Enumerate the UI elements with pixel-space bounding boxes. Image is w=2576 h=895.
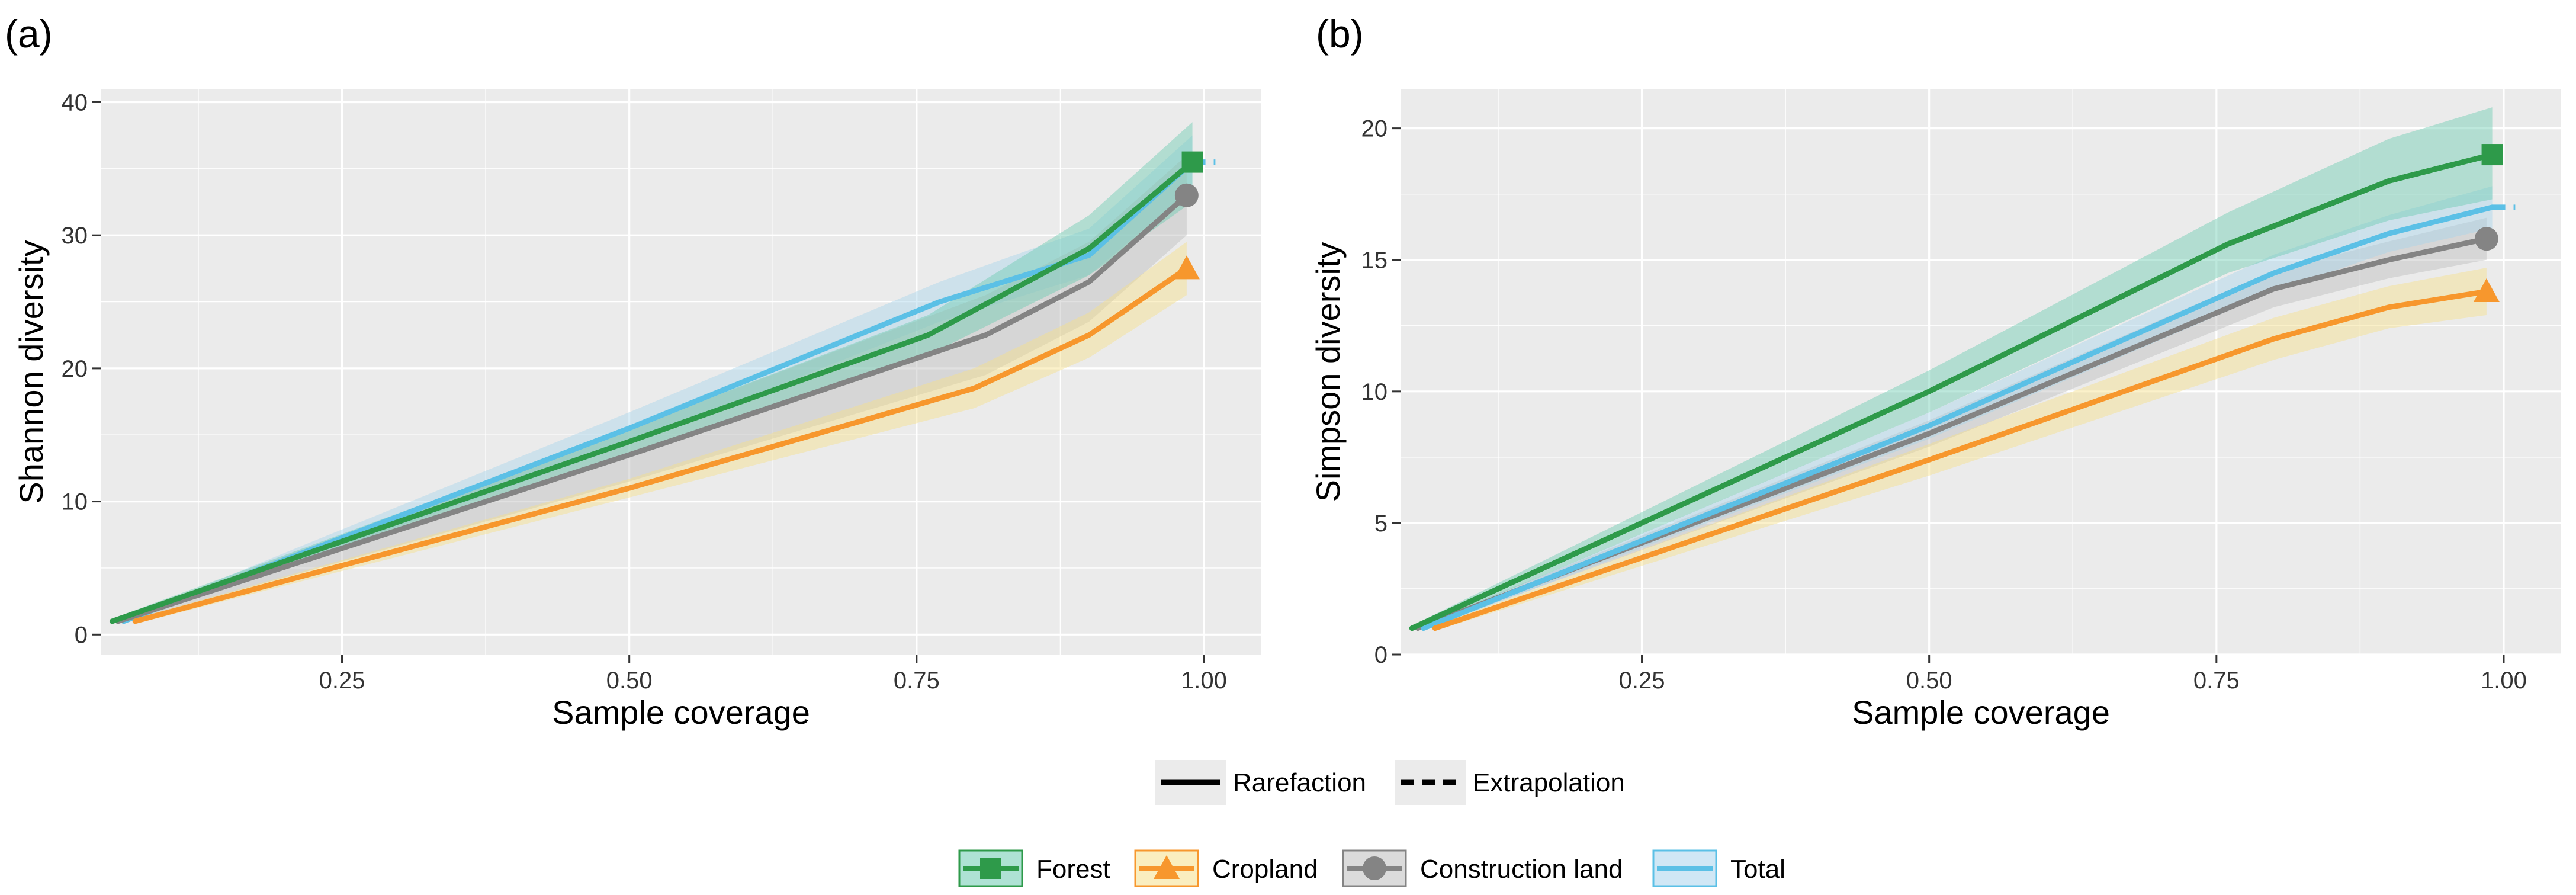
legend-cropland-label: Cropland [1212,855,1318,884]
forest-confidence-band [1412,107,2493,631]
y-tick-label: 15 [1361,248,1388,274]
legend-cropland-triangle-marker [1154,855,1180,879]
panel-b-y-ticks: 0 5 10 15 20 [1361,116,1401,668]
total-rarefaction-line [1421,204,2495,631]
legend-forest-square-marker [980,858,1001,879]
panel-a-markers [1173,151,1203,280]
panel-a-y-label: Shannon diversity [12,240,50,503]
panel-a-grid [101,89,1261,655]
panel-a-lines [109,159,1216,624]
panel-a-bands [112,122,1193,624]
x-tick-label: 0.25 [1619,668,1665,694]
legend-cropland: Cropland [1134,849,1318,887]
legend-construction-circle-marker [1363,856,1386,880]
legend-forest-label: Forest [1036,855,1110,884]
y-tick-label: 20 [62,356,88,382]
panel-b-x-ticks: 0.25 0.50 0.75 1.00 [1619,655,2527,694]
x-tick-label: 0.50 [606,668,653,694]
legend-total: Total [1652,849,1785,887]
x-tick-label: 0.25 [319,668,365,694]
y-tick-label: 10 [1361,379,1388,405]
legend-construction-label: Construction land [1420,855,1623,884]
x-tick-label: 0.50 [1906,668,1952,694]
construction-endpoint-marker [2474,227,2498,251]
legend-method: Rarefaction Extrapolation [1155,760,1625,805]
cropland-endpoint-marker [1173,255,1200,280]
cropland-endpoint-marker [2473,278,2500,303]
panel-b-grid [1401,89,2561,656]
y-tick-label: 30 [62,223,88,249]
panel-b-simpson: (b) 0.25 0.50 0.75 1.00 0 5 10 15 20 Sample cov… [1309,12,2561,731]
panel-a-tag: (a) [5,12,53,56]
y-tick-label: 5 [1374,511,1387,537]
cropland-rarefaction-line [1432,288,2490,631]
panel-a-y-ticks: 0 10 20 30 40 [62,89,101,648]
construction-rarefaction-line [1415,236,2490,631]
panel-a-x-label: Sample coverage [552,694,810,731]
y-tick-label: 0 [75,622,88,648]
construction-endpoint-marker [1174,183,1199,207]
x-tick-label: 1.00 [2481,668,2527,694]
legend-rarefaction-label: Rarefaction [1233,768,1366,797]
x-tick-label: 0.75 [2193,668,2240,694]
panel-b-x-label: Sample coverage [1852,694,2110,731]
legend-groups: Forest Cropland Construction land Total [958,849,1785,887]
forest-endpoint-marker [1181,151,1203,173]
panel-a-shannon: (a) 0.25 0.50 0.75 1.00 0 10 20 30 40 Sample co… [5,12,1261,731]
legend-total-label: Total [1730,855,1785,884]
y-tick-label: 0 [1374,642,1387,668]
y-tick-label: 10 [62,489,88,515]
panel-a-x-ticks: 0.25 0.50 0.75 1.00 [319,655,1227,694]
panel-b-tag: (b) [1316,12,1364,56]
x-tick-label: 0.75 [894,668,940,694]
forest-endpoint-marker [2481,144,2503,166]
construction-rarefaction-line [115,193,1190,624]
legend-construction: Construction land [1342,849,1623,887]
y-tick-label: 40 [62,89,88,116]
y-tick-label: 20 [1361,116,1388,142]
forest-rarefaction-line [109,159,1196,624]
total-rarefaction-line [121,159,1196,624]
legend-forest: Forest [958,849,1110,887]
legend-extrapolation-label: Extrapolation [1473,768,1625,797]
cropland-rarefaction-line [132,265,1190,624]
panel-b-y-label: Simpson diversity [1309,242,1347,502]
x-tick-label: 1.00 [1181,668,1227,694]
total-confidence-band [123,135,1193,624]
panel-b-lines [1409,152,2516,631]
forest-rarefaction-line [1409,152,2495,631]
panel-b-markers [2473,144,2503,303]
